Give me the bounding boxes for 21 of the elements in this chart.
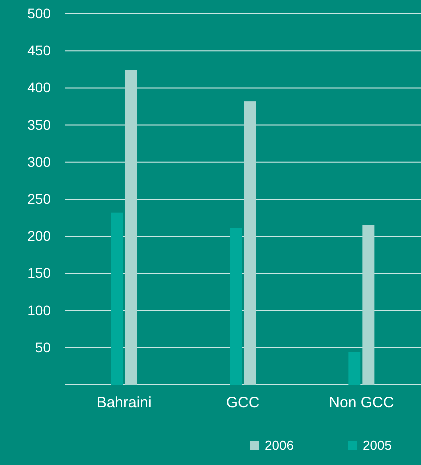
bar <box>230 228 242 385</box>
bar <box>125 70 138 385</box>
y-tick-label: 250 <box>28 190 52 207</box>
bar <box>348 352 361 385</box>
y-tick-label: 100 <box>28 302 52 318</box>
y-tick-label: 500 <box>28 5 52 22</box>
bar <box>244 102 256 385</box>
bar <box>362 225 375 385</box>
y-tick-label: 150 <box>28 265 52 282</box>
legend-label: 2006 <box>265 438 294 453</box>
y-tick-label: 350 <box>28 116 52 133</box>
x-tick-label: Bahraini <box>96 394 152 412</box>
x-tick-label: GCC <box>226 394 260 412</box>
y-tick-label: 300 <box>28 154 52 170</box>
legend-label: 2005 <box>363 438 392 453</box>
y-tick-label: 400 <box>28 80 52 96</box>
y-tick-label: 200 <box>28 228 52 244</box>
y-tick-label: 450 <box>28 42 52 59</box>
bar <box>111 212 124 385</box>
x-tick-label: Non GCC <box>329 394 394 412</box>
y-tick-label: 50 <box>35 339 52 356</box>
